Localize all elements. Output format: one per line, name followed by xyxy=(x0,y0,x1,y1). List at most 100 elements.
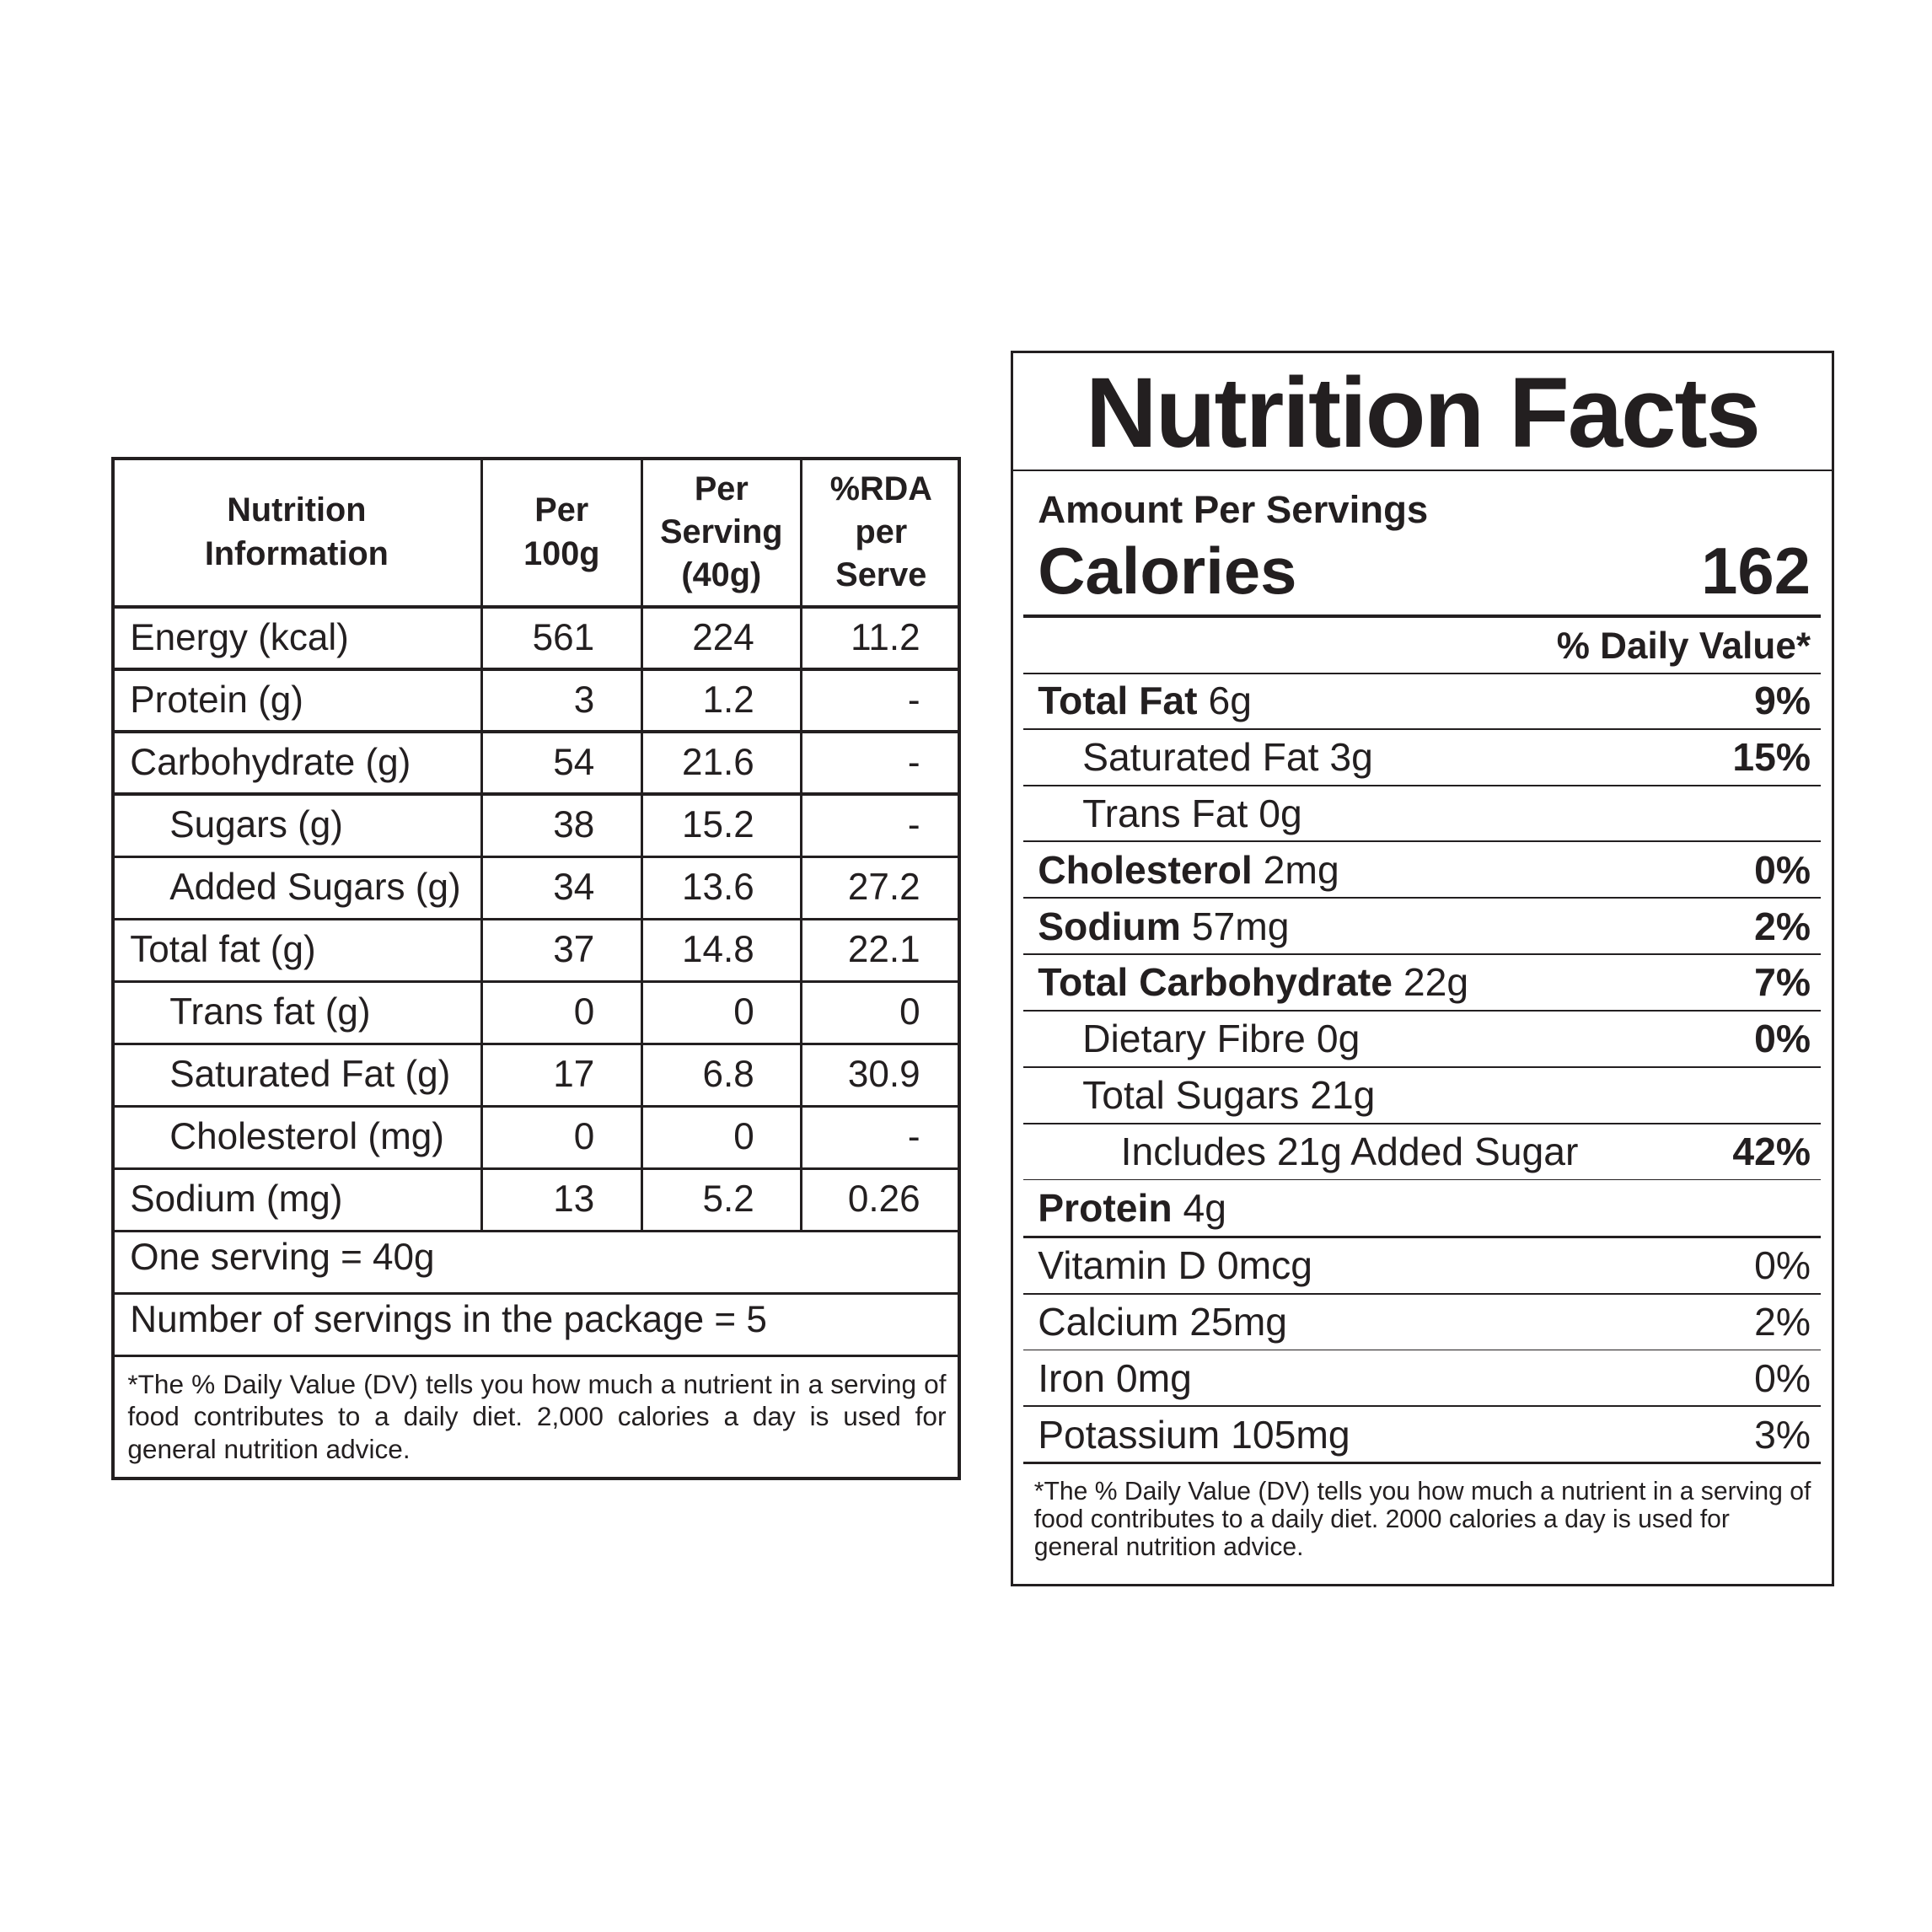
nutrient-amount: 0mg xyxy=(1115,1355,1192,1400)
facts-rule xyxy=(1022,1405,1821,1408)
table-header-cell: Per Serving (40g) xyxy=(641,461,802,604)
table-cell-value: 37 xyxy=(553,929,595,971)
table-header-text: Information xyxy=(204,534,389,572)
facts-row: Saturated Fat 3g xyxy=(1082,729,1662,786)
nutrient-dv: 0% xyxy=(1754,1243,1811,1288)
table-row-line xyxy=(111,792,962,796)
nutrient-amount: 2mg xyxy=(1263,847,1339,892)
table-cell-value: 0 xyxy=(899,991,920,1033)
table-cell-value: 1.2 xyxy=(702,679,754,721)
nutrient-name: Potassium xyxy=(1038,1412,1221,1457)
table-cell-value: 14.8 xyxy=(681,929,754,971)
nutrient-name: Cholesterol xyxy=(1038,847,1253,892)
table-row-label: Trans fat (g) xyxy=(169,991,371,1033)
table-cell-value: - xyxy=(907,679,920,721)
facts-thick-rule xyxy=(1022,614,1821,618)
facts-note: *The % Daily Value (DV) tells you how mu… xyxy=(1033,1477,1811,1561)
nutrient-amount: 4g xyxy=(1183,1185,1227,1230)
table-header-text: (40g) xyxy=(681,556,762,594)
nutrient-name: Dietary Fibre xyxy=(1082,1017,1306,1061)
table-footer: Number of servings in the package = 5 xyxy=(130,1298,767,1340)
table-cell-value: 38 xyxy=(553,804,595,846)
table-cell-value: 15.2 xyxy=(681,804,754,846)
nutrient-amount: 0g xyxy=(1258,791,1302,835)
nutrient-name: Protein xyxy=(1038,1185,1173,1230)
nutrient-amount: 105mg xyxy=(1231,1412,1350,1457)
nutrient-dv: 0% xyxy=(1754,1017,1811,1061)
table-row-label: Sugars (g) xyxy=(169,804,343,846)
nutrient-name: Total Fat xyxy=(1038,679,1198,723)
table-cell-value: 5.2 xyxy=(702,1178,754,1221)
table-row-line xyxy=(111,979,962,983)
facts-rule xyxy=(1022,1349,1821,1351)
nutrient-name: Sodium xyxy=(1038,904,1181,948)
table-cell-value: 13.6 xyxy=(681,867,754,909)
nutrient-dv: 0% xyxy=(1754,1355,1811,1400)
facts-rule xyxy=(1022,1010,1821,1012)
table-row-label: Sodium (mg) xyxy=(130,1178,343,1221)
nutrient-dv: 15% xyxy=(1732,735,1811,780)
table-cell-value: 34 xyxy=(553,867,595,909)
nutrient-dv: 42% xyxy=(1732,1130,1811,1173)
facts-thick-rule xyxy=(1022,1235,1821,1238)
table-header-text: %RDA xyxy=(829,470,932,507)
nutrient-name: Vitamin D xyxy=(1038,1243,1206,1288)
table-cell-value: - xyxy=(907,1116,920,1158)
table-row-label: Added Sugars (g) xyxy=(169,867,461,909)
table-col-line xyxy=(480,457,484,1232)
table-cell-value: 3 xyxy=(573,679,595,721)
table-header-text: per xyxy=(855,513,908,551)
facts-rule xyxy=(1022,784,1821,786)
nutrient-amount: 0g xyxy=(1316,1017,1360,1061)
nutrient-name: Saturated Fat xyxy=(1082,735,1319,780)
table-cell-value: 561 xyxy=(532,616,595,658)
table-cell-value: 30.9 xyxy=(847,1054,920,1096)
table-header-text: Serve xyxy=(835,556,927,594)
table-cell-value: 54 xyxy=(553,742,595,784)
table-header-text: 100g xyxy=(523,534,600,572)
table-col-line xyxy=(640,457,643,1232)
table-header-text: Per xyxy=(694,470,749,507)
facts-row: Dietary Fibre 0g xyxy=(1082,1011,1662,1067)
nutrient-name: Iron xyxy=(1038,1355,1105,1400)
nutrient-amount: 57mg xyxy=(1191,904,1290,948)
nutrient-dv: 7% xyxy=(1754,960,1811,1005)
table-cell-value: 27.2 xyxy=(847,867,920,909)
table-row-line xyxy=(111,730,962,733)
facts-rule xyxy=(1022,840,1821,843)
table-cell-value: 0 xyxy=(573,1116,595,1158)
table-note: *The % Daily Value (DV) tells you how mu… xyxy=(127,1369,947,1464)
table-row-line xyxy=(111,1167,962,1170)
nutrient-dv: 3% xyxy=(1754,1412,1811,1457)
nutrient-amount: 3g xyxy=(1329,735,1373,780)
nutrient-dv: 9% xyxy=(1754,679,1811,723)
table-row-label: Energy (kcal) xyxy=(130,616,349,658)
table-row-line xyxy=(111,917,962,920)
table-row-line xyxy=(111,855,962,858)
facts-rule xyxy=(1022,1178,1821,1181)
table-header-text: Nutrition xyxy=(227,491,367,529)
facts-row: Total Fat 6g xyxy=(1038,673,1661,729)
table-row-label: Saturated Fat (g) xyxy=(169,1054,451,1096)
table-cell-value: 0 xyxy=(733,1116,754,1158)
facts-rule xyxy=(1022,1122,1821,1124)
facts-row: Total Sugars 21g xyxy=(1082,1067,1662,1124)
table-cell-value: 22.1 xyxy=(847,929,920,971)
facts-rule xyxy=(1022,672,1821,674)
table-cell-value: 21.6 xyxy=(681,742,754,784)
table-cell-value: - xyxy=(907,804,920,846)
table-row-label: Protein (g) xyxy=(130,679,303,721)
facts-row: Cholesterol 2mg xyxy=(1038,841,1661,898)
table-row-line xyxy=(111,1042,962,1045)
facts-rule xyxy=(1022,727,1821,730)
facts-row: Trans Fat 0g xyxy=(1082,785,1662,841)
table-row-line xyxy=(111,668,962,671)
facts-rule xyxy=(1022,953,1821,956)
nutrient-amount: 25mg xyxy=(1189,1300,1287,1344)
nutrient-name: Includes 21g Added Sugar xyxy=(1120,1130,1579,1173)
table-footer: One serving = 40g xyxy=(130,1236,435,1278)
facts-border xyxy=(1010,350,1834,1587)
table-row-label: Total fat (g) xyxy=(130,929,316,971)
nutrient-name: Total Sugars xyxy=(1082,1073,1300,1118)
table-header-text: Serving xyxy=(660,513,783,551)
